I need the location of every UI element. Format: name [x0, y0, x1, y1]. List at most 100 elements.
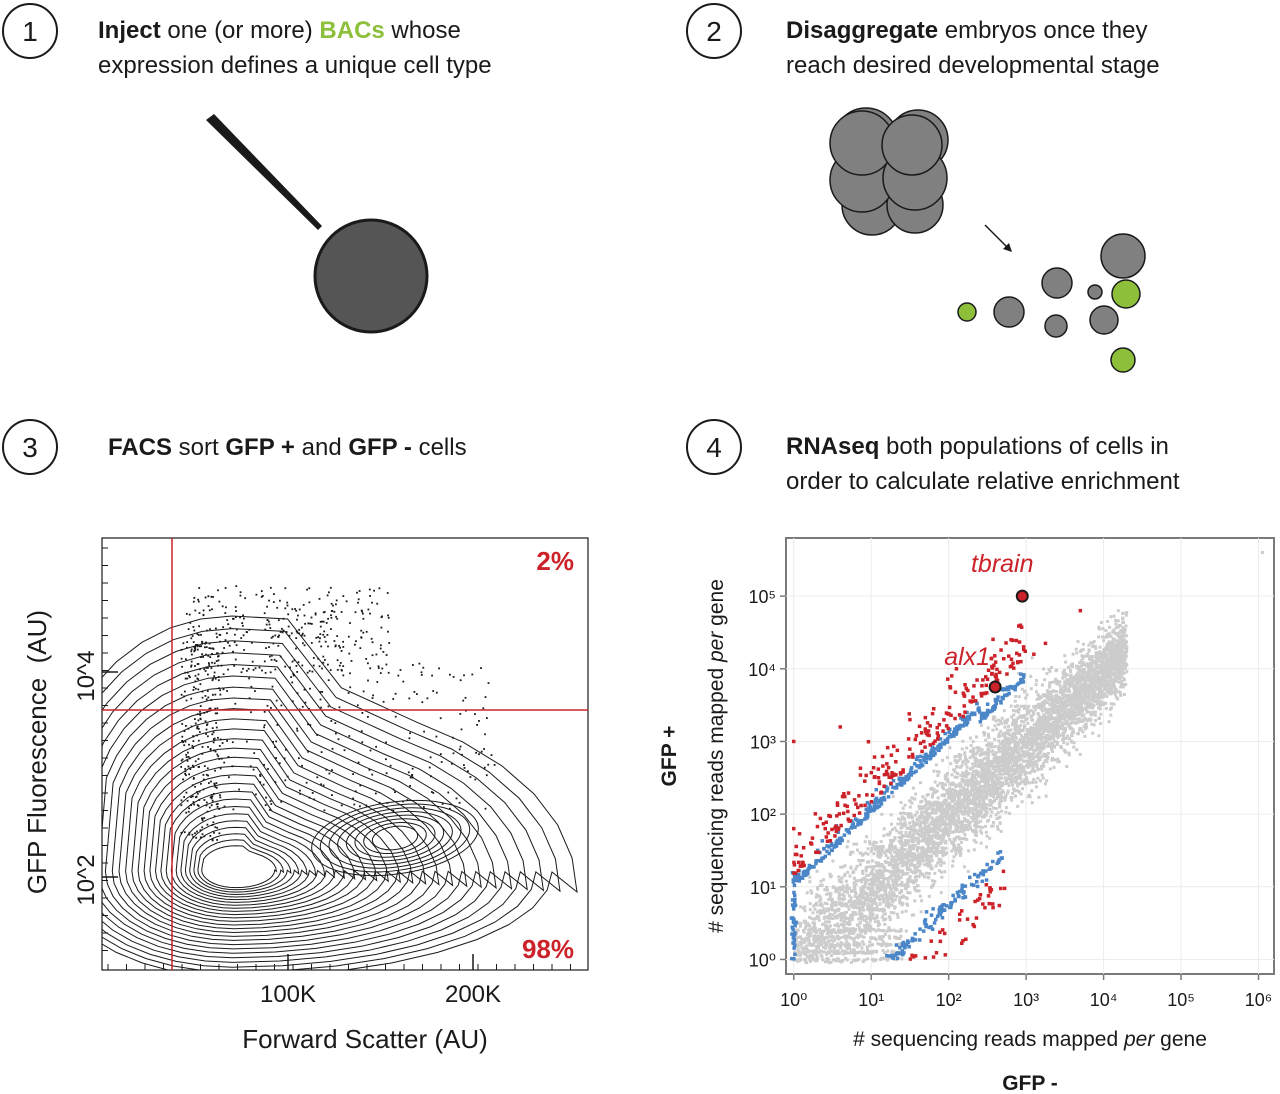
- rnaseq-point: [926, 839, 930, 843]
- rnaseq-point: [868, 840, 871, 844]
- facs-event: [292, 674, 295, 677]
- facs-event: [474, 778, 477, 781]
- facs-event: [259, 773, 261, 776]
- rnaseq-point: [1079, 659, 1083, 663]
- facs-event: [246, 740, 248, 743]
- rnaseq-point: [1085, 673, 1089, 677]
- rnaseq-point: [898, 875, 901, 879]
- rnaseq-point: [970, 772, 974, 776]
- rnaseq-point: [1025, 779, 1029, 783]
- facs-event: [223, 805, 226, 808]
- rnaseq-point: [1021, 787, 1025, 791]
- facs-event: [232, 617, 234, 620]
- facs-event: [213, 675, 216, 678]
- rnaseq-point: [876, 864, 880, 868]
- rnaseq-point: [1019, 770, 1023, 774]
- facs-event: [204, 596, 207, 599]
- rnaseq-point: [879, 883, 883, 887]
- facs-event: [354, 611, 357, 614]
- facs-event: [235, 644, 238, 646]
- rnaseq-point: [1096, 677, 1099, 681]
- rnaseq-point: [907, 839, 911, 843]
- rnaseq-point: [926, 829, 930, 833]
- facs-event: [243, 617, 245, 620]
- facs-event: [183, 796, 185, 798]
- rnaseq-point: [1019, 753, 1023, 757]
- facs-event: [188, 807, 190, 810]
- facs-event: [212, 731, 215, 734]
- facs-event: [185, 791, 188, 794]
- facs-event: [335, 732, 337, 735]
- rnaseq-point: [916, 818, 920, 822]
- rnaseq-point: [1117, 664, 1121, 668]
- rnaseq-point: [1000, 757, 1004, 761]
- rnaseq-point: [970, 786, 974, 790]
- facs-event: [187, 765, 190, 768]
- facs-event: [202, 609, 205, 612]
- facs-event: [335, 615, 337, 618]
- rnaseq-point: [1058, 680, 1062, 684]
- rnaseq-point: [1062, 673, 1066, 677]
- facs-event: [192, 600, 195, 603]
- rnaseq-point: [1063, 654, 1067, 658]
- rnaseq-point: [1065, 683, 1069, 687]
- facs-event: [322, 633, 325, 636]
- facs-event: [248, 697, 251, 700]
- rnaseq-point: [811, 911, 815, 915]
- facs-event: [185, 756, 188, 758]
- rnaseq-point: [1053, 728, 1057, 732]
- facs-event: [334, 644, 337, 647]
- facs-event: [194, 674, 197, 677]
- rnaseq-point: [971, 740, 975, 744]
- rnaseq-point: [1022, 704, 1026, 708]
- facs-event: [322, 661, 325, 664]
- facs-event: [371, 601, 373, 604]
- facs-event: [296, 631, 299, 634]
- facs-event: [180, 804, 183, 807]
- rnaseq-point: [1098, 627, 1101, 631]
- rnaseq-point: [937, 850, 941, 854]
- rnaseq-point: [1037, 731, 1041, 735]
- rnaseq-point: [809, 959, 813, 963]
- rnaseq-point: [1114, 639, 1118, 643]
- rnaseq-point: [1090, 722, 1094, 726]
- rnaseq-point: [804, 960, 808, 964]
- facs-event: [357, 601, 359, 604]
- rnaseq-point: [857, 906, 861, 910]
- facs-event: [205, 698, 208, 701]
- rnaseq-point: [1115, 671, 1119, 675]
- rnaseq-point: [888, 918, 892, 922]
- facs-event: [486, 717, 488, 719]
- rnaseq-point: [1096, 663, 1100, 667]
- facs-event: [212, 738, 215, 740]
- rnaseq-point: [1050, 716, 1053, 720]
- rnaseq-point: [866, 847, 870, 851]
- rnaseq-point: [1019, 757, 1023, 761]
- rnaseq-point: [1080, 664, 1083, 668]
- rnaseq-point: [1047, 721, 1051, 725]
- rnaseq-point: [923, 833, 927, 836]
- rnaseq-point: [920, 807, 924, 811]
- rnaseq-point: [1023, 689, 1027, 693]
- rnaseq-point: [881, 870, 885, 873]
- facs-event: [283, 757, 286, 760]
- rnaseq-point: [1096, 672, 1100, 676]
- rnaseq-point: [929, 850, 933, 854]
- rnaseq-point: [1009, 752, 1013, 755]
- rnaseq-point: [946, 829, 950, 833]
- rnaseq-point: [1092, 697, 1096, 701]
- rnaseq-point: [959, 765, 962, 769]
- rnaseq-point: [1061, 706, 1065, 710]
- rnaseq-point: [1005, 720, 1009, 724]
- rnaseq-point: [825, 885, 829, 889]
- rnaseq-point: [1004, 779, 1008, 783]
- facs-event: [329, 669, 332, 671]
- rnaseq-point: [1042, 693, 1046, 697]
- rnaseq-point: [1050, 696, 1053, 700]
- rnaseq-point: [1057, 701, 1061, 705]
- rnaseq-point: [837, 901, 841, 905]
- rnaseq-point: [865, 835, 869, 839]
- rnaseq-point: [840, 916, 844, 919]
- rnaseq-point: [951, 788, 955, 791]
- rnaseq-point: [874, 861, 878, 865]
